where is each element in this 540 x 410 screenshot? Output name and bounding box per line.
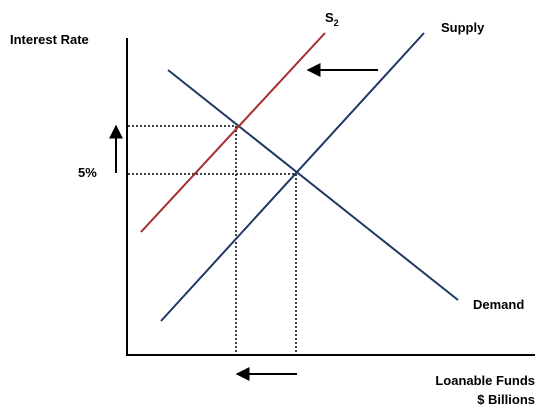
demand-label: Demand [473,297,524,312]
supply-curve [160,32,425,322]
x-axis-label-line1: Loanable Funds [435,373,535,388]
y-axis-label: Interest Rate [10,32,89,47]
x-axis-label-line2: $ Billions [477,392,535,407]
supply-label: Supply [441,20,485,35]
s2-label-sub: 2 [334,18,339,28]
s2-label-main: S [325,10,334,25]
s2-curve [140,32,326,233]
rate-tick-label: 5% [78,165,97,180]
s2-label: S2 [325,10,339,28]
demand-curve [167,69,459,301]
